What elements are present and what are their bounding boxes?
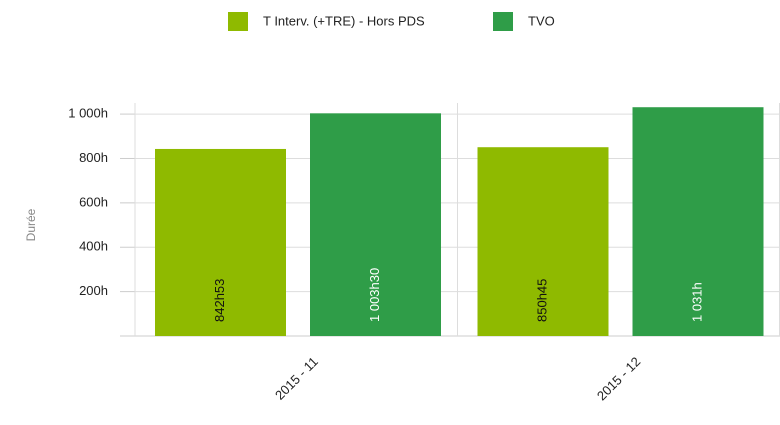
value-label: 1 031h <box>689 282 704 322</box>
value-label: 1 003h30 <box>367 268 382 322</box>
legend-swatch <box>493 12 513 31</box>
y-tick-label: 200h <box>79 283 108 298</box>
y-tick-label: 400h <box>79 239 108 254</box>
bar <box>155 148 286 336</box>
y-tick-label: 800h <box>79 150 108 165</box>
bar <box>310 113 441 336</box>
y-tick-label: 1 000h <box>68 106 108 121</box>
legend-swatch <box>228 12 248 31</box>
x-tick-label: 2015 - 11 <box>272 354 321 403</box>
y-tick-label: 600h <box>79 194 108 209</box>
legend-label: T Interv. (+TRE) - Hors PDS <box>263 13 425 28</box>
y-axis-label: Durée <box>24 208 38 241</box>
legend-label: TVO <box>528 13 555 28</box>
value-label: 842h53 <box>212 279 227 322</box>
bar <box>632 107 764 337</box>
bar <box>477 147 609 336</box>
value-label: 850h45 <box>534 279 549 322</box>
x-tick-label: 2015 - 12 <box>594 354 643 403</box>
